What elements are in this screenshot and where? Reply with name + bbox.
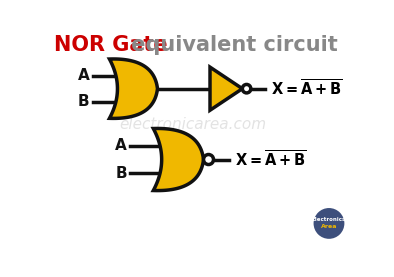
Text: NOR Gate: NOR Gate (54, 35, 168, 55)
Polygon shape (153, 129, 204, 191)
Text: equivalent circuit: equivalent circuit (124, 35, 338, 55)
Polygon shape (110, 59, 158, 118)
Text: Area: Area (321, 224, 337, 229)
Text: Electronics: Electronics (312, 217, 346, 222)
Text: $\mathbf{X = \overline{A + B}}$: $\mathbf{X = \overline{A + B}}$ (271, 79, 342, 99)
Text: B: B (78, 94, 89, 109)
Circle shape (314, 208, 344, 239)
Text: electronicarea.com: electronicarea.com (119, 117, 266, 132)
Text: A: A (78, 68, 89, 83)
Text: A: A (115, 138, 127, 153)
Polygon shape (210, 67, 242, 110)
Circle shape (204, 155, 214, 165)
Circle shape (242, 84, 251, 93)
Text: B: B (115, 166, 127, 181)
Text: $\mathbf{X = \overline{A + B}}$: $\mathbf{X = \overline{A + B}}$ (235, 149, 307, 170)
